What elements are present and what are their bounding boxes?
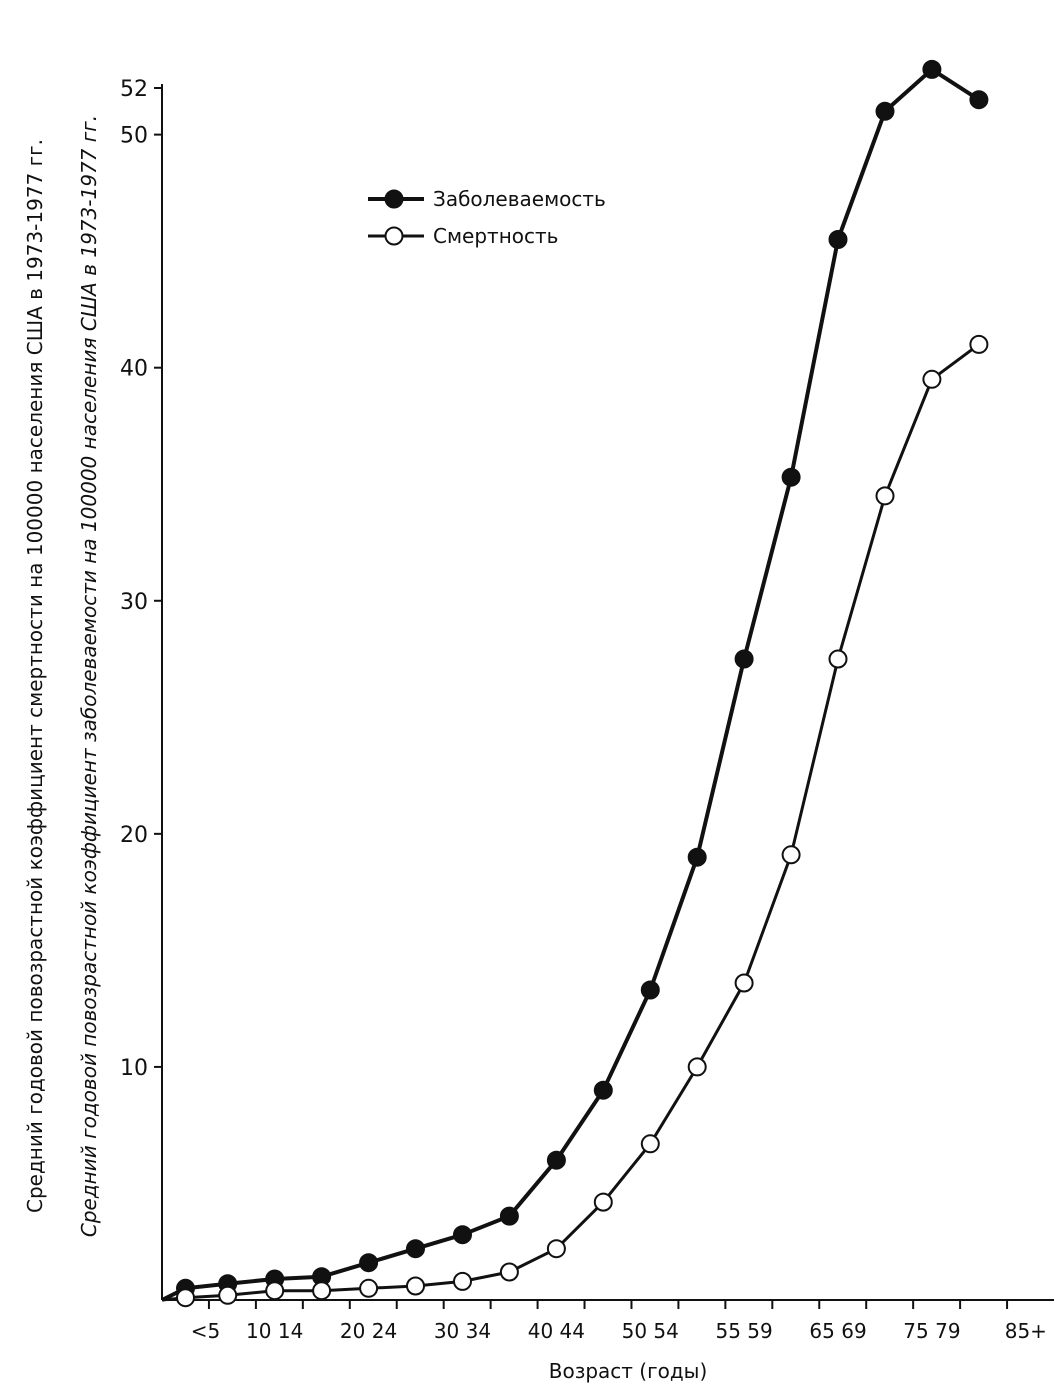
series-0-point-12	[734, 649, 754, 669]
series-0-point-16	[922, 59, 942, 79]
series-1	[161, 334, 989, 1308]
x-tick-label-1: 10 14	[246, 1319, 303, 1343]
series-1-point-3	[312, 1281, 332, 1301]
x-tick-label-5: 50 54	[622, 1319, 679, 1343]
y-tick-label-30: 30	[120, 590, 148, 615]
series-1-point-13	[781, 845, 801, 865]
series-0-point-17	[969, 90, 989, 110]
series-0-point-8	[546, 1150, 566, 1170]
series-1-point-16	[922, 369, 942, 389]
series-1-point-10	[640, 1134, 660, 1154]
series-0-point-6	[453, 1225, 472, 1245]
series-1-point-4	[359, 1278, 379, 1298]
series-1-point-14	[828, 649, 848, 669]
series-1-point-5	[406, 1276, 425, 1296]
series-1-point-15	[875, 486, 895, 506]
series-0	[161, 59, 989, 1302]
series-layer	[161, 59, 989, 1308]
series-0-point-14	[828, 230, 848, 249]
series-0-point-11	[687, 847, 707, 867]
x-tick-label-8: 75 79	[903, 1319, 960, 1343]
y-tick-label-10: 10	[120, 1056, 148, 1081]
series-1-point-17	[969, 334, 989, 354]
series-0-point-10	[640, 980, 660, 1000]
y-axis-title-inner: Средний годовой повозрастной коэффициент…	[77, 115, 101, 1237]
x-axis: <5 10 14 20 24 30 34 40 44 50 54 55 59 65 69 75 …	[162, 1299, 1054, 1343]
series-0-point-9	[593, 1080, 613, 1100]
series-0-point-5	[406, 1239, 425, 1259]
x-tick-label-2: 20 24	[340, 1319, 397, 1343]
x-tick-label-7: 65 69	[809, 1319, 866, 1343]
legend: Заболеваемость Смертность	[368, 187, 606, 248]
series-0-point-4	[359, 1253, 379, 1273]
series-1-point-8	[546, 1239, 566, 1259]
y-tick-label-20: 20	[120, 823, 148, 848]
legend-marker-mortality	[384, 226, 404, 246]
series-1-point-12	[734, 973, 754, 993]
y-tick-label-50: 50	[120, 124, 148, 149]
x-axis-title: Возраст (годы)	[549, 1359, 708, 1383]
series-1-point-1	[218, 1285, 238, 1305]
x-tick-label-3: 30 34	[434, 1319, 491, 1343]
x-tick-label-0: <5	[191, 1319, 220, 1343]
series-0-point-15	[875, 101, 895, 121]
legend-label-incidence: Заболеваемость	[433, 187, 606, 211]
series-1-point-9	[593, 1192, 613, 1212]
y-axis: 10 20 30 40 50 52	[120, 77, 163, 1300]
series-1-point-6	[453, 1271, 472, 1291]
legend-label-mortality: Смертность	[433, 224, 558, 248]
y-tick-label-52: 52	[120, 77, 148, 102]
x-tick-label-4: 40 44	[528, 1319, 585, 1343]
y-axis-title-outer: Средний годовой повозрастной коэффициент…	[23, 139, 47, 1213]
series-0-point-13	[781, 467, 801, 487]
series-1-point-7	[499, 1262, 519, 1282]
legend-marker-incidence	[384, 189, 404, 209]
series-1-point-0	[176, 1288, 195, 1308]
x-tick-label-9: 85+	[1005, 1319, 1047, 1343]
series-1-point-11	[687, 1057, 707, 1077]
series-1-point-2	[265, 1281, 285, 1301]
y-tick-label-40: 40	[120, 357, 148, 382]
x-tick-label-6: 55 59	[716, 1319, 773, 1343]
series-0-point-7	[499, 1206, 519, 1226]
